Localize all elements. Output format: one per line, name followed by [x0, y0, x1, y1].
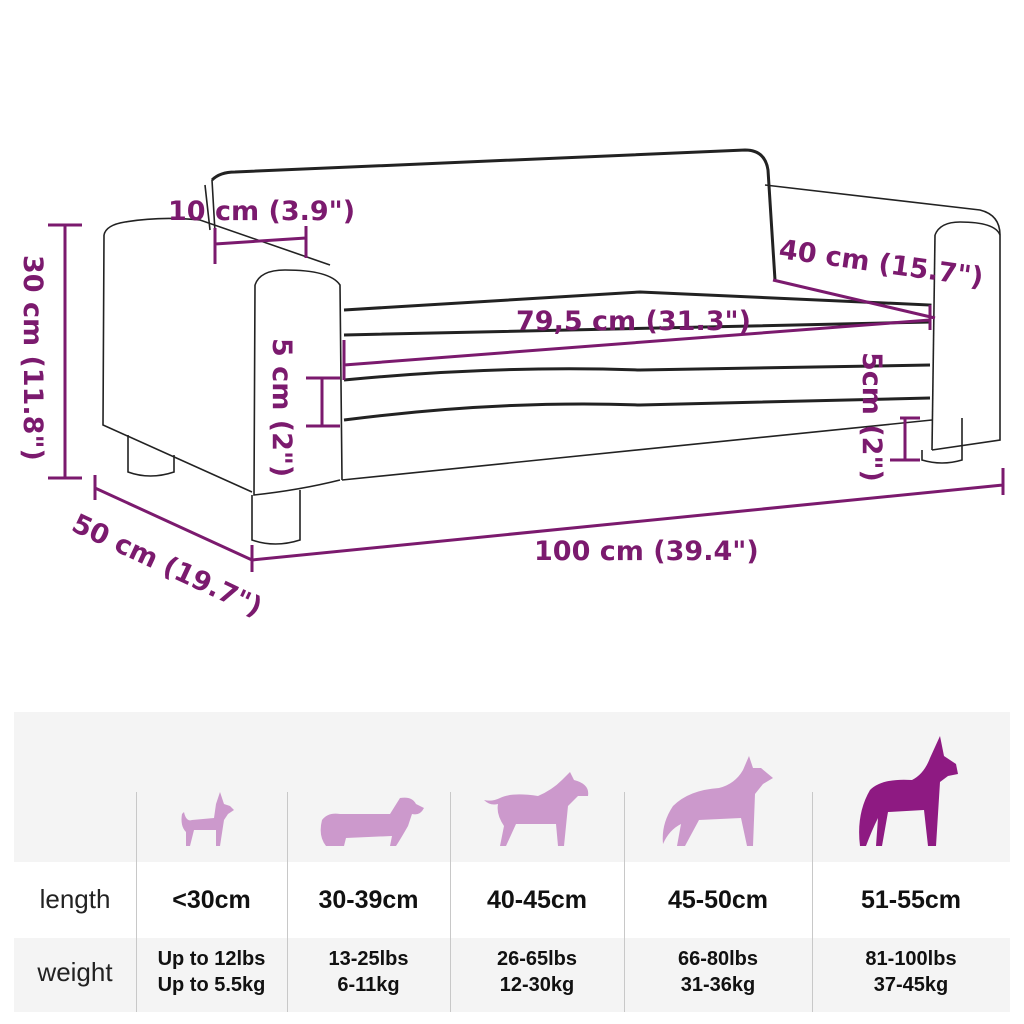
- length-row-label: length: [39, 884, 111, 914]
- weight-value: 26-65lbs 12-30kg: [450, 946, 624, 998]
- length-value: 51-55cm: [860, 886, 962, 914]
- divider: [287, 792, 288, 1012]
- weight-value: 13-25lbs 6-11kg: [287, 946, 450, 998]
- backrest-depth-label: 10 cm (3.9"): [168, 196, 355, 227]
- weight-kg: 37-45kg: [873, 974, 949, 996]
- sofa-dimension-drawing: 10 cm (3.9") 30 cm (11.8") 40 cm (15.7")…: [17, 148, 1005, 623]
- weight-kg: 6-11kg: [337, 974, 400, 996]
- weight-kg: 12-30kg: [499, 974, 575, 996]
- weight-lbs: 13-25lbs: [328, 948, 409, 970]
- great-dane-icon: [859, 736, 958, 846]
- weight-kg: Up to 5.5kg: [157, 974, 266, 996]
- leg-height-label: 5cm (2"): [856, 352, 887, 482]
- icon-row: [14, 712, 1010, 862]
- length-value: 40-45cm: [486, 886, 588, 914]
- weight-lbs: Up to 12lbs: [157, 948, 266, 970]
- divider: [136, 792, 137, 1012]
- shepherd-icon: [662, 756, 773, 846]
- weight-value: 66-80lbs 31-36kg: [624, 946, 812, 998]
- width-label: 100 cm (39.4"): [534, 536, 759, 567]
- sofa-outline: [102, 148, 1001, 545]
- weight-row: [14, 938, 1010, 1012]
- divider: [812, 792, 813, 1012]
- seat-depth-label: 40 cm (15.7"): [777, 234, 985, 293]
- chihuahua-icon: [181, 792, 234, 846]
- weight-lbs: 66-80lbs: [677, 948, 759, 970]
- dimension-lines: [48, 223, 1005, 572]
- weight-value: 81-100lbs 37-45kg: [812, 946, 1010, 998]
- length-row: [14, 862, 1010, 938]
- height-label: 30 cm (11.8"): [17, 255, 48, 461]
- weight-row-label: weight: [37, 957, 113, 987]
- dachshund-icon: [320, 797, 424, 846]
- length-value: 30-39cm: [318, 886, 419, 914]
- bull-terrier-icon: [484, 772, 589, 846]
- seat-thickness-label: 5 cm (2"): [266, 338, 297, 477]
- depth-label: 50 cm (19.7"): [67, 508, 267, 623]
- divider: [450, 792, 451, 1012]
- weight-lbs: 81-100lbs: [865, 948, 957, 970]
- length-value: 45-50cm: [667, 886, 769, 914]
- length-value: <30cm: [172, 886, 251, 914]
- dog-size-table: length weight <30cm 30-39cm 40-45cm 45-5…: [14, 712, 1010, 1012]
- seat-width-label: 79,5 cm (31.3"): [516, 306, 751, 337]
- weight-value: Up to 12lbs Up to 5.5kg: [136, 946, 287, 998]
- divider: [624, 792, 625, 1012]
- weight-kg: 31-36kg: [680, 974, 756, 996]
- weight-lbs: 26-65lbs: [496, 948, 578, 970]
